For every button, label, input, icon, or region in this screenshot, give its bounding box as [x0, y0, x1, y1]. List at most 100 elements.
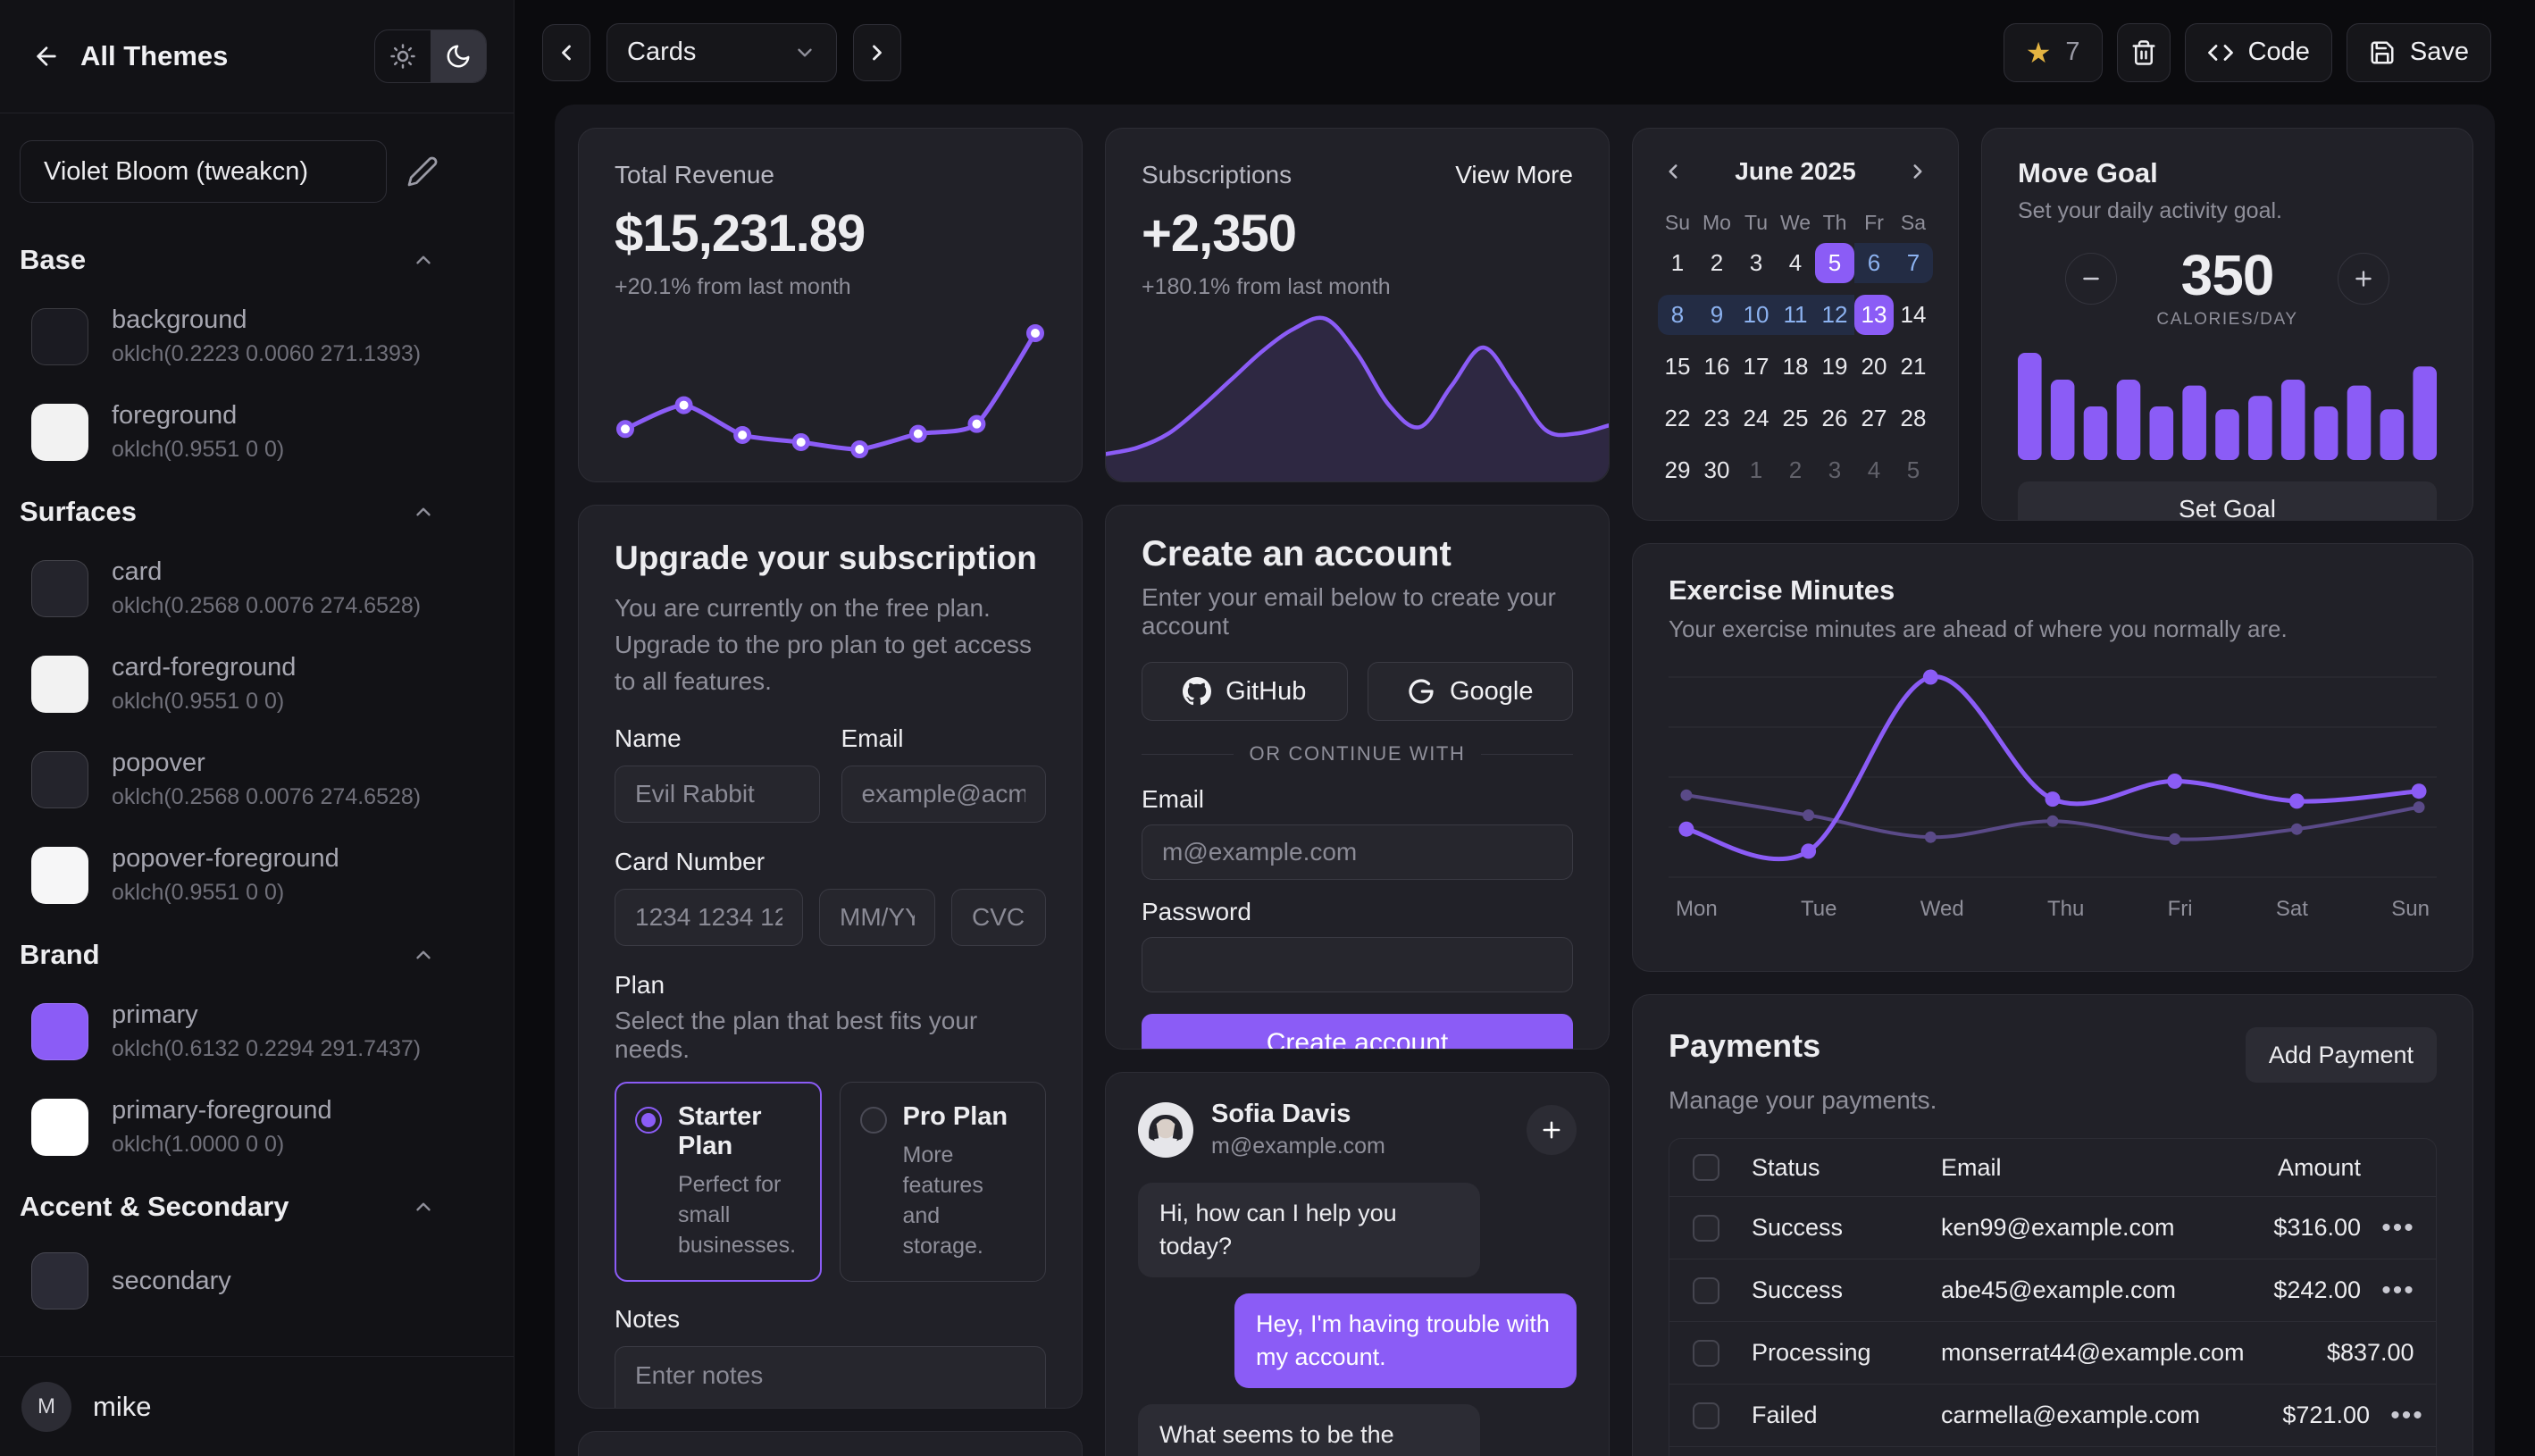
- token-row-primary-foreground[interactable]: primary-foreground oklch(1.0000 0 0): [20, 1079, 435, 1175]
- dark-mode-button[interactable]: [431, 30, 486, 82]
- calendar-day[interactable]: 15: [1664, 353, 1691, 380]
- token-row-card[interactable]: card oklch(0.2568 0.0076 274.6528): [20, 540, 435, 636]
- row-menu-button[interactable]: •••: [2381, 1212, 2415, 1243]
- payment-row: Processing monserrat44@example.com $837.…: [1669, 1321, 2436, 1384]
- calendar-day[interactable]: 5: [1906, 456, 1920, 483]
- calendar-day[interactable]: 2: [1710, 249, 1724, 276]
- signup-email-field[interactable]: [1142, 824, 1573, 880]
- row-menu-button[interactable]: •••: [2381, 1275, 2415, 1305]
- row-menu-button[interactable]: •••: [2390, 1400, 2424, 1430]
- add-payment-button[interactable]: Add Payment: [2245, 1027, 2437, 1083]
- theme-name-input[interactable]: [20, 140, 387, 203]
- signup-password-field[interactable]: [1142, 937, 1573, 992]
- card-expiry-field[interactable]: [819, 889, 935, 946]
- preview-select[interactable]: Cards: [607, 22, 837, 82]
- save-button[interactable]: Save: [2346, 22, 2491, 82]
- github-button[interactable]: GitHub: [1142, 662, 1348, 721]
- token-row-background[interactable]: background oklch(0.2223 0.0060 271.1393): [20, 289, 435, 384]
- calendar-day[interactable]: 23: [1703, 405, 1730, 431]
- email-field[interactable]: [841, 766, 1046, 823]
- calendar-day[interactable]: 7: [1894, 243, 1933, 283]
- name-field[interactable]: [615, 766, 820, 823]
- token-row-card-foreground[interactable]: card-foreground oklch(0.9551 0 0): [20, 636, 435, 732]
- row-menu-button[interactable]: •••: [2414, 1338, 2436, 1368]
- calendar-day[interactable]: 8: [1658, 295, 1697, 335]
- token-row-foreground[interactable]: foreground oklch(0.9551 0 0): [20, 384, 435, 480]
- view-more-link[interactable]: View More: [1455, 161, 1573, 188]
- card-number-field[interactable]: [615, 889, 803, 946]
- calendar-day[interactable]: 3: [1828, 456, 1842, 483]
- light-mode-button[interactable]: [375, 30, 431, 82]
- decrease-goal-button[interactable]: [2065, 253, 2118, 305]
- token-row-popover[interactable]: popover oklch(0.2568 0.0076 274.6528): [20, 732, 435, 827]
- calendar-day[interactable]: 28: [1900, 405, 1927, 431]
- section-header-base[interactable]: Base: [20, 228, 435, 289]
- calendar-day[interactable]: 11: [1776, 295, 1815, 335]
- calendar-prev-button[interactable]: [1661, 160, 1685, 183]
- calendar-day[interactable]: 18: [1782, 353, 1809, 380]
- select-all-checkbox[interactable]: [1693, 1154, 1719, 1181]
- calendar-day[interactable]: 9: [1697, 295, 1736, 335]
- google-button[interactable]: Google: [1367, 662, 1573, 721]
- calendar-day[interactable]: 1: [1670, 249, 1685, 276]
- plan-option-pro[interactable]: Pro Plan More features and storage.: [839, 1082, 1046, 1282]
- section-header-accent-amp-secondary[interactable]: Accent & Secondary: [20, 1175, 435, 1235]
- calendar-day[interactable]: 13: [1854, 295, 1894, 335]
- calendar-day[interactable]: 16: [1703, 353, 1730, 380]
- calendar-day[interactable]: 29: [1664, 456, 1691, 483]
- chat-add-button[interactable]: [1527, 1104, 1577, 1155]
- notes-textarea[interactable]: [615, 1346, 1046, 1408]
- calendar-day[interactable]: 20: [1861, 353, 1887, 380]
- calendar-day[interactable]: 2: [1788, 456, 1803, 483]
- plan-option-starter[interactable]: Starter Plan Perfect for small businesse…: [615, 1082, 822, 1282]
- user-menu[interactable]: M mike: [0, 1356, 514, 1456]
- calendar-day[interactable]: 26: [1821, 405, 1848, 431]
- card-cvc-field[interactable]: [951, 889, 1046, 946]
- calendar-day[interactable]: 6: [1854, 243, 1894, 283]
- back-to-themes-button[interactable]: All Themes: [32, 40, 228, 72]
- calendar-day[interactable]: 5: [1815, 243, 1854, 283]
- calendar-day[interactable]: 12: [1815, 295, 1854, 335]
- calendar-day[interactable]: 4: [1788, 249, 1803, 276]
- set-goal-button[interactable]: Set Goal: [2018, 481, 2437, 520]
- chevron-right-icon: [1913, 164, 1922, 179]
- section-header-brand[interactable]: Brand: [20, 923, 435, 983]
- token-row-secondary[interactable]: secondary: [20, 1235, 435, 1326]
- calendar-day[interactable]: 17: [1743, 353, 1769, 380]
- calendar-day[interactable]: 3: [1749, 249, 1763, 276]
- calendar-next-button[interactable]: [1906, 160, 1929, 183]
- calendar-day[interactable]: 14: [1900, 301, 1927, 328]
- row-checkbox[interactable]: [1693, 1339, 1719, 1367]
- row-checkbox[interactable]: [1693, 1276, 1719, 1304]
- code-button[interactable]: Code: [2184, 22, 2332, 82]
- next-preview-button[interactable]: [853, 23, 901, 81]
- create-account-button[interactable]: Create account: [1142, 1014, 1573, 1049]
- weekday-label: Sa: [1900, 211, 1927, 234]
- payment-email: monserrat44@example.com: [1941, 1339, 2245, 1366]
- calendar-day[interactable]: 24: [1743, 405, 1769, 431]
- token-row-primary[interactable]: primary oklch(0.6132 0.2294 291.7437): [20, 983, 435, 1079]
- goal-value: 350: [2180, 243, 2275, 307]
- calendar-day[interactable]: 22: [1664, 405, 1691, 431]
- star-button[interactable]: ★ 7: [2003, 22, 2103, 82]
- edit-theme-name-button[interactable]: [406, 155, 439, 188]
- row-checkbox[interactable]: [1693, 1214, 1719, 1242]
- calendar-day[interactable]: 4: [1867, 456, 1881, 483]
- token-row-popover-foreground[interactable]: popover-foreground oklch(0.9551 0 0): [20, 827, 435, 923]
- calendar-day[interactable]: 1: [1749, 456, 1763, 483]
- increase-goal-button[interactable]: [2337, 253, 2389, 305]
- calendar-day[interactable]: 27: [1861, 405, 1887, 431]
- calendar-day[interactable]: 10: [1736, 295, 1776, 335]
- delete-theme-button[interactable]: [2116, 22, 2171, 82]
- prev-preview-button[interactable]: [542, 23, 590, 81]
- plan-label: Plan: [615, 971, 665, 999]
- token-name: card: [112, 557, 163, 586]
- calendar-day[interactable]: 25: [1782, 405, 1809, 431]
- calendar-day[interactable]: 30: [1703, 456, 1730, 483]
- row-checkbox[interactable]: [1693, 1402, 1719, 1429]
- calendar-day[interactable]: 21: [1900, 353, 1927, 380]
- section-header-surfaces[interactable]: Surfaces: [20, 480, 435, 540]
- token-name: primary-foreground: [112, 1096, 332, 1125]
- calendar-day[interactable]: 19: [1821, 353, 1848, 380]
- payment-amount: $721.00: [2282, 1402, 2370, 1428]
